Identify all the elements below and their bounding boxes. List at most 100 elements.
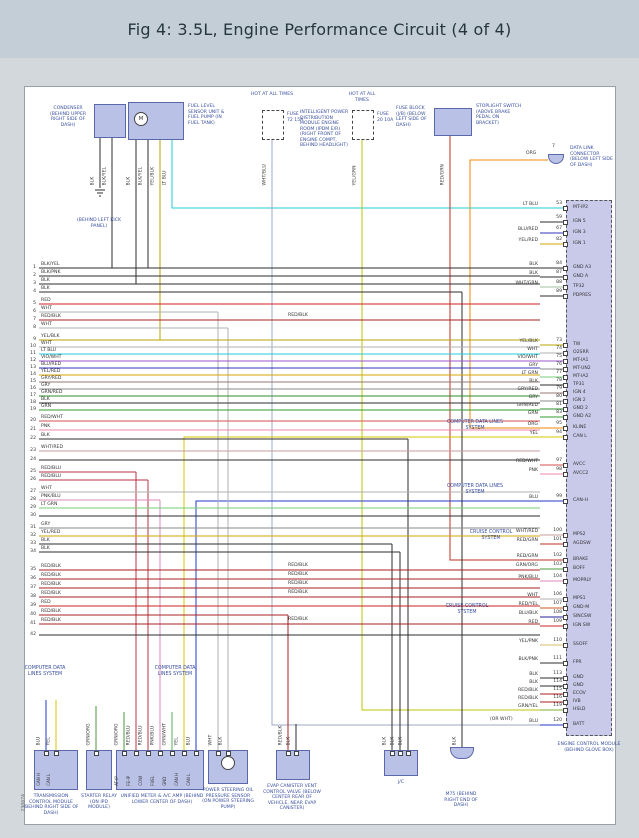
rotated-wire-label: BLU (186, 736, 192, 746)
component-pin-square (389, 751, 395, 756)
ecm-pin-signal: MT-IA1 (573, 358, 589, 363)
ecm-pin-square (563, 398, 568, 404)
ecm-pin-square (563, 691, 568, 697)
wire-row-number: 30 (30, 513, 36, 518)
wire-row-number: 35 (30, 567, 36, 572)
component-label-unified-meter: UNIFIED METER & A/C AMP (BEHIND LOWER CE… (120, 794, 204, 805)
ecm-pin-square (563, 342, 568, 348)
ecm-pin-number: 53 (556, 201, 562, 206)
free-label: (BEHIND LEFT KICK PANEL) (77, 218, 121, 229)
ecm-pin-signal: MOPRLY (573, 578, 592, 583)
rotated-wire-label: BLK/YEL (102, 166, 108, 186)
ecm-pin-number: 102 (553, 553, 562, 558)
ecm-pin-number: 101 (553, 537, 562, 542)
wire-row-number: 10 (30, 344, 36, 349)
ecm-pin-number: 119 (553, 703, 562, 708)
sensor-glyph (221, 756, 235, 770)
wire-row-number: 18 (30, 400, 36, 405)
system-label: CRUISE CONTROL SYSTEM (469, 530, 513, 541)
rotated-wire-label: GRN/ORG (114, 723, 120, 746)
component-pin-square (43, 751, 49, 756)
data-link-connector (548, 154, 564, 164)
wire-color-label: RED/BLK (41, 313, 61, 319)
ecm-pin-wire-color: YEL/PNK (518, 638, 538, 644)
free-label: RED/BLK (288, 313, 308, 318)
wire-color-label: BLK (41, 285, 50, 291)
data-link-connector-label: DATA LINK CONNECTOR (BELOW LEFT SIDE OF … (570, 146, 613, 168)
ecm-pin-signal: GND 2 (573, 406, 588, 411)
component-label-fuse-20: FUSE 20 10A (377, 112, 394, 123)
ecm-pin-number: 81 (556, 402, 562, 407)
ecm-pin-wire-color: GRN (527, 410, 538, 416)
wire-color-label: BLK (41, 396, 50, 402)
wire-color-label: RED/BLK (41, 590, 61, 596)
ecm-pin-square (563, 557, 568, 563)
wire-color-label: BLK (41, 432, 50, 438)
ecm-pin-square (563, 614, 568, 620)
wire-color-label: WHT (41, 305, 52, 311)
wire-row-number: 22 (30, 436, 36, 441)
rotated-wire-label: BLK (390, 736, 396, 746)
ecm-pin-signal: KLINE (573, 425, 587, 430)
ecm-pin-signal: O2SRR (573, 350, 589, 355)
wire-row-number: 1 (33, 265, 36, 270)
ecm-pin-signal: GND A2 (573, 414, 592, 419)
ecm-pin-square (563, 623, 568, 629)
wire-row-number: 8 (33, 325, 36, 330)
component-pin-square (285, 751, 291, 756)
ecm-pin-square (563, 284, 568, 290)
ecm-pin-number: 107 (553, 601, 562, 606)
ecm-pin-square (563, 219, 568, 225)
ecm-pin-square (563, 596, 568, 602)
wire-color-label: RED/BLK (41, 608, 61, 614)
component-pin-square (53, 751, 59, 756)
wire-row-number: 11 (30, 351, 36, 356)
component-label-starter-relay: STARTER RELAY (ON IPD MODULE) (80, 794, 118, 810)
ecm-pin-number: 113 (553, 671, 562, 676)
ecm-pin-number: 114 (553, 679, 562, 684)
ecm-pin-wire-color: YEL/BLK (519, 338, 538, 344)
ecm-pin-wire-color: PNK/BLU (518, 574, 538, 580)
ecm-pin-wire-color: BLK (529, 270, 538, 276)
ecm-pin-signal: CAN-H (573, 498, 588, 503)
wire-color-label: WHT (41, 321, 52, 327)
wire-color-label: BLK/YEL (41, 261, 60, 267)
ecm-pin-square (563, 230, 568, 236)
system-label: COMPUTER DATA LINES SYSTEM (446, 420, 504, 431)
system-label: CRUISE CONTROL SYSTEM (445, 604, 489, 615)
ecm-pin-signal: TW (573, 342, 581, 347)
wire-row-number: 9 (33, 337, 36, 342)
wire-color-label: RED/WHT (41, 414, 63, 420)
ecm-connector (566, 200, 612, 736)
figure-title: Fig 4: 3.5L, Engine Performance Circuit … (127, 19, 512, 39)
ecm-pin-signal: GND A3 (573, 265, 592, 270)
free-label: ORG (526, 151, 537, 156)
ecm-pin-wire-color: WHT/GRN (515, 280, 538, 286)
ecm-pin-square (563, 390, 568, 396)
ecm-pin-number: 74 (556, 346, 562, 351)
wire-color-label: GRY (41, 521, 51, 527)
ecm-pin-square (563, 541, 568, 547)
diagram-id: 230674 (21, 793, 27, 812)
ecm-pin-number: 77 (556, 370, 562, 375)
rotated-wire-label: GRN/ORG (86, 723, 92, 746)
ecm-pin-signal: GND (573, 683, 584, 688)
ecm-pin-number: 87 (556, 270, 562, 275)
ecm-pin-number: 100 (553, 528, 562, 533)
wire-row-number: 3 (33, 281, 36, 286)
wire-color-label: BLK (41, 537, 50, 543)
ecm-pin-wire-color: YEL (529, 430, 538, 436)
free-label: (OR WHT) (490, 717, 513, 722)
rotated-wire-label: YEL (46, 737, 52, 746)
ecm-pin-signal: MT-IP2 (573, 205, 589, 210)
ecm-pin-square (563, 462, 568, 468)
wire-row-number: 38 (30, 594, 36, 599)
free-label: RED/BLK (288, 572, 308, 577)
component-pin-label: FE-IP (126, 775, 132, 786)
ecm-pin-wire-color: WHT/RED (516, 528, 538, 534)
wire-color-label: GRN (41, 403, 52, 409)
ecm-pin-square (563, 675, 568, 681)
component-note-fuse-20: HOT AT ALL TIMES (348, 92, 376, 103)
rotated-wire-label: BLK (286, 736, 292, 746)
